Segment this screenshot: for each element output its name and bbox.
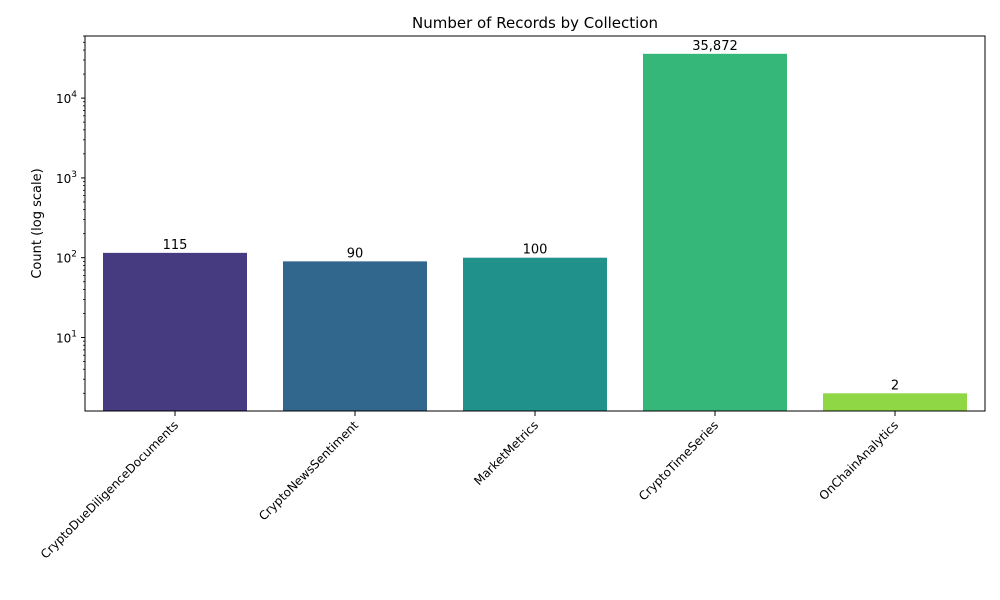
x-tick-label: CryptoDueDiligenceDocuments — [38, 418, 181, 561]
plot-frame — [84, 35, 986, 412]
bar — [823, 393, 967, 411]
y-axis-ticks: 101 102 103 104 — [56, 35, 85, 394]
data-label: 90 — [347, 246, 364, 261]
data-label: 115 — [163, 238, 188, 253]
y-tick-label: 103 — [56, 170, 77, 186]
bar — [103, 252, 247, 411]
y-axis-label: Count (log scale) — [30, 168, 45, 278]
bars-group — [103, 53, 967, 411]
y-tick-label: 104 — [56, 90, 77, 106]
bar — [463, 257, 607, 411]
x-tick-label: MarketMetrics — [471, 418, 541, 488]
data-label: 35,872 — [692, 39, 738, 54]
bar — [283, 261, 427, 411]
data-label: 100 — [523, 243, 548, 258]
x-axis-ticks: CryptoDueDiligenceDocuments CryptoNewsSen… — [38, 411, 901, 561]
bar — [643, 53, 787, 411]
chart-title: Number of Records by Collection — [412, 14, 658, 32]
data-labels-group: 115 90 100 35,872 2 — [163, 39, 900, 393]
data-label: 2 — [891, 378, 899, 393]
x-tick-label: CryptoNewsSentiment — [256, 418, 361, 523]
x-tick-label: OnChainAnalytics — [816, 418, 901, 503]
x-tick-label: CryptoTimeSeries — [636, 418, 721, 503]
y-tick-label: 101 — [56, 330, 77, 346]
y-tick-label: 102 — [56, 250, 77, 266]
